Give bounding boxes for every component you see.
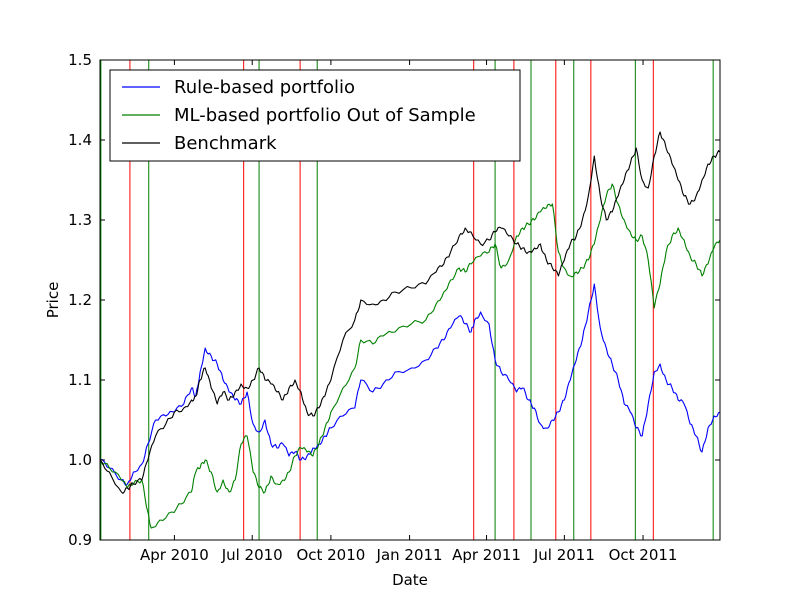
legend-label-0: Rule-based portfolio (174, 77, 355, 98)
y-tick-label-1: 1.0 (68, 451, 92, 469)
x-tick-label-1: Jul 2010 (221, 546, 283, 564)
x-tick-label-0: Apr 2010 (140, 546, 209, 564)
y-axis-title: Price (44, 282, 62, 319)
y-tick-label-5: 1.4 (68, 131, 92, 149)
legend-label-2: Benchmark (174, 133, 277, 154)
legend-label-1: ML-based portfolio Out of Sample (174, 105, 476, 126)
x-axis-title: Date (392, 571, 428, 589)
x-tick-label-6: Oct 2011 (609, 546, 678, 564)
series-lines (100, 131, 720, 529)
y-tick-label-3: 1.2 (68, 291, 92, 309)
series-line-0 (100, 283, 720, 487)
y-axis: 0.9 1.0 1.1 1.2 1.3 1.4 1.5 (68, 51, 720, 549)
series-line-1 (100, 183, 720, 529)
series-line-2 (100, 131, 720, 494)
x-tick-label-3: Jan 2011 (376, 546, 443, 564)
legend: Rule-based portfolio ML-based portfolio O… (109, 69, 521, 162)
y-tick-label-0: 0.9 (68, 531, 92, 549)
x-axis: Apr 2010 Jul 2010 Oct 2010 Jan 2011 Apr 2011… (140, 60, 678, 564)
x-tick-label-5: Jul 2011 (533, 546, 595, 564)
y-tick-label-2: 1.1 (68, 371, 92, 389)
y-tick-label-4: 1.3 (68, 211, 92, 229)
y-tick-label-6: 1.5 (68, 51, 92, 69)
legend-box (109, 69, 521, 162)
x-tick-label-4: Apr 2011 (452, 546, 521, 564)
x-tick-label-2: Oct 2010 (296, 546, 365, 564)
